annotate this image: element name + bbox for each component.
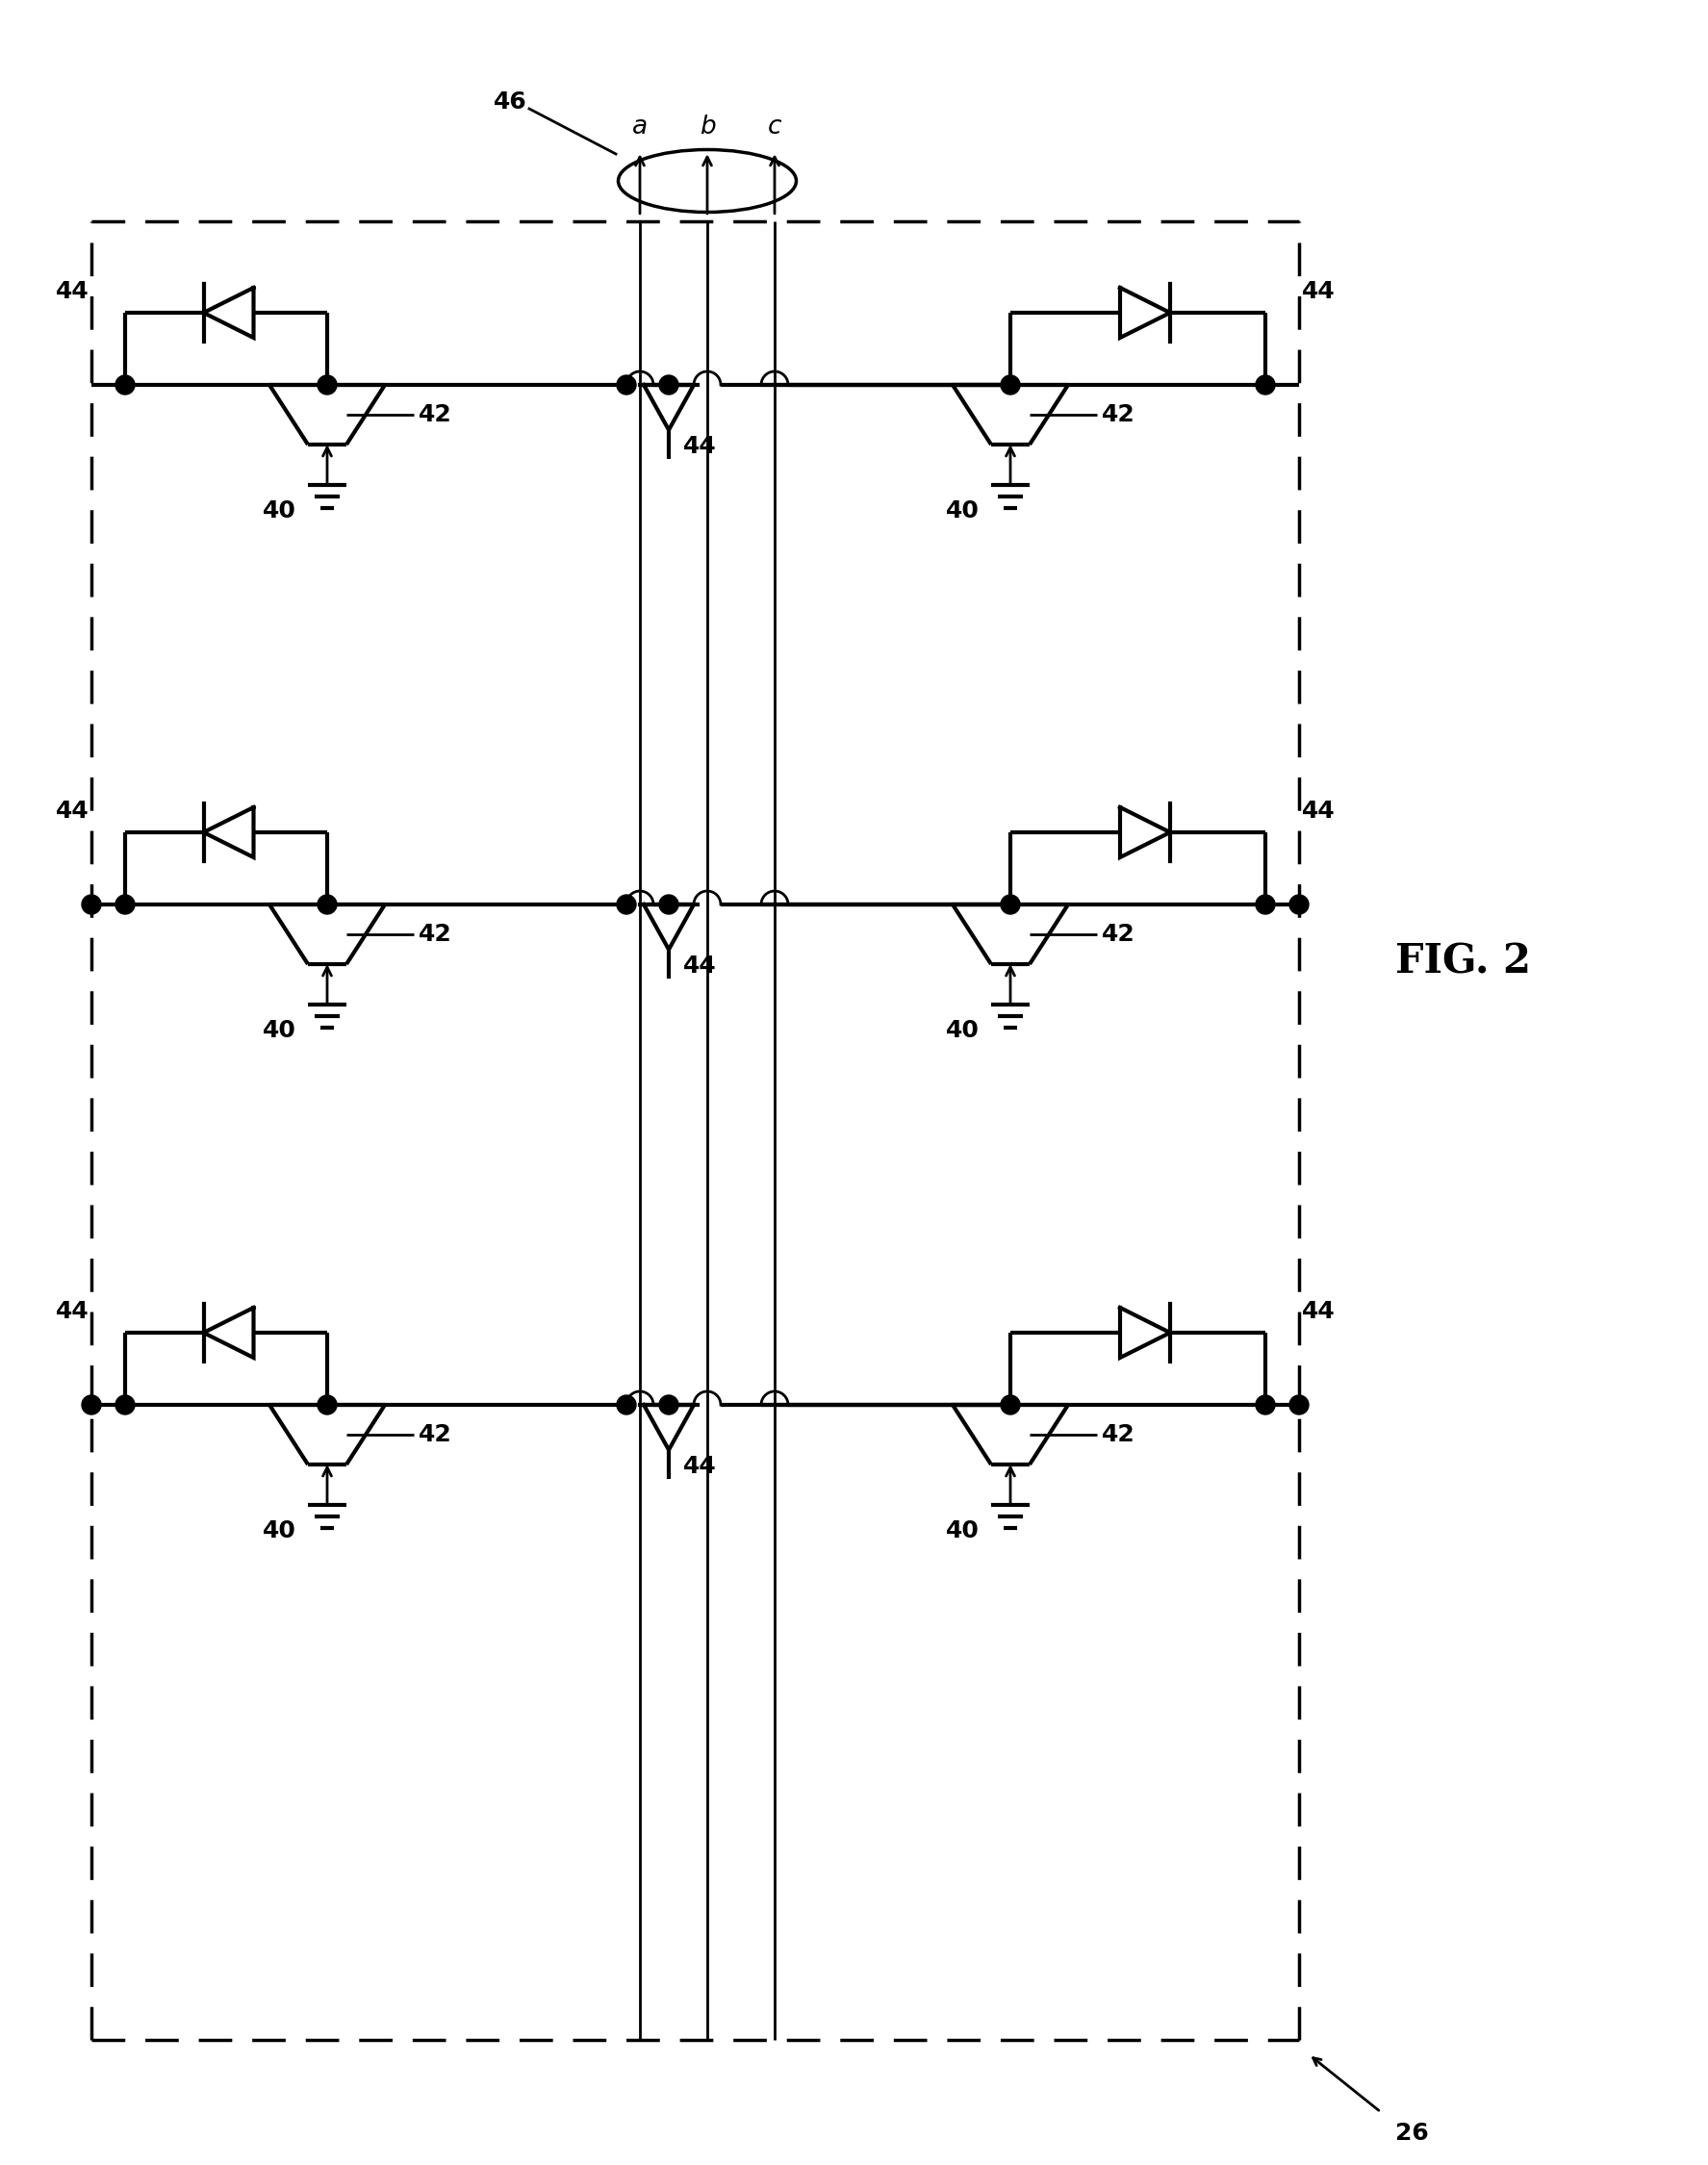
Circle shape (617, 894, 635, 914)
Text: 42: 42 (1102, 922, 1136, 946)
Circle shape (1255, 1394, 1274, 1414)
Circle shape (1001, 1394, 1020, 1414)
Circle shape (116, 375, 135, 394)
Circle shape (617, 1394, 635, 1414)
Text: 42: 42 (418, 403, 453, 427)
Text: c: c (767, 115, 782, 139)
Circle shape (116, 1394, 135, 1414)
Circle shape (318, 1394, 336, 1414)
Circle shape (82, 1394, 101, 1414)
Circle shape (1290, 1394, 1308, 1414)
Text: 44: 44 (1301, 799, 1336, 823)
Text: 44: 44 (683, 1455, 717, 1479)
Circle shape (659, 894, 678, 914)
Text: FIG. 2: FIG. 2 (1395, 942, 1530, 983)
Text: 44: 44 (55, 799, 89, 823)
Text: 40: 40 (263, 500, 295, 522)
Text: 46: 46 (494, 91, 526, 113)
Text: 26: 26 (1395, 2122, 1428, 2146)
Circle shape (1001, 375, 1020, 394)
Text: 42: 42 (1102, 403, 1136, 427)
Circle shape (1255, 894, 1274, 914)
Text: 42: 42 (418, 922, 453, 946)
Circle shape (1290, 894, 1308, 914)
Text: b: b (699, 115, 716, 139)
Text: 44: 44 (1301, 279, 1336, 303)
Text: 44: 44 (55, 1299, 89, 1323)
Text: 40: 40 (946, 500, 979, 522)
Text: 44: 44 (1301, 1299, 1336, 1323)
Text: 40: 40 (263, 1520, 295, 1541)
Text: 40: 40 (946, 1520, 979, 1541)
Circle shape (116, 894, 135, 914)
Circle shape (1255, 375, 1274, 394)
Circle shape (617, 375, 635, 394)
Text: 42: 42 (418, 1422, 453, 1446)
Text: 44: 44 (683, 435, 717, 457)
Circle shape (659, 375, 678, 394)
Circle shape (318, 894, 336, 914)
Text: 44: 44 (683, 955, 717, 976)
Circle shape (659, 1394, 678, 1414)
Text: 44: 44 (55, 279, 89, 303)
Text: 40: 40 (946, 1020, 979, 1041)
Circle shape (318, 375, 336, 394)
Text: 42: 42 (1102, 1422, 1136, 1446)
Text: 40: 40 (263, 1020, 295, 1041)
Text: a: a (632, 115, 647, 139)
Circle shape (82, 894, 101, 914)
Circle shape (1001, 894, 1020, 914)
